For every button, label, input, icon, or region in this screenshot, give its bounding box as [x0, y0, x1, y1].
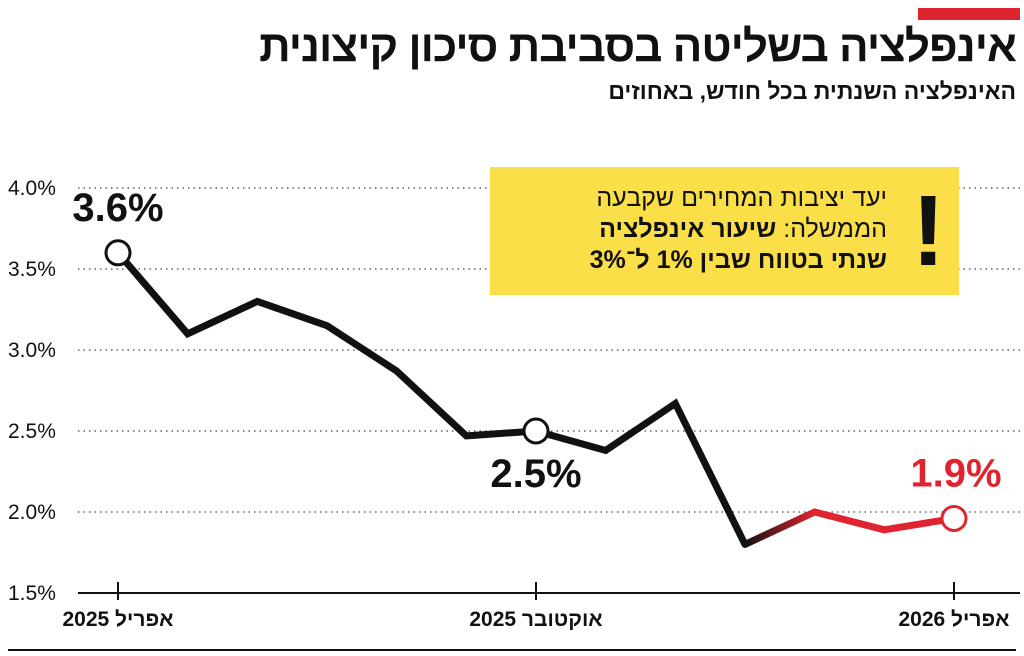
callout-line-3: שנתי בטווח שבין 1% ל־3% — [590, 245, 887, 276]
y-tick-label: 3.0% — [8, 339, 56, 362]
x-tick-label: אפריל 2026 — [898, 608, 1009, 631]
data-label: 2.5% — [490, 452, 581, 496]
callout-line-2-plain: הממשלה: — [776, 215, 887, 243]
data-label: 1.9% — [910, 451, 1001, 495]
y-tick-label: 2.5% — [8, 420, 56, 443]
y-tick-label: 2.0% — [8, 501, 56, 524]
inflation-target-callout: ! יעד יציבות המחירים שקבעה הממשלה: שיעור… — [490, 167, 959, 295]
callout-line-3-bold: שנתי בטווח שבין 1% ל־3% — [589, 246, 887, 274]
exclamation-icon: ! — [911, 175, 945, 287]
series-line-highlight-segment — [741, 508, 819, 548]
x-tick-label: אוקטובר 2025 — [469, 608, 602, 631]
chart-title: אינפלציה בשליטה בסביבת סיכון קיצונית — [259, 22, 1017, 71]
x-tick-label: אפריל 2025 — [62, 608, 173, 631]
callout-line-1: יעד יציבות המחירים שקבעה — [596, 184, 887, 212]
chart-subtitle: האינפלציה השנתית בכל חודש, באחוזים — [608, 78, 1016, 104]
data-label: 3.6% — [72, 186, 163, 230]
point-marker — [522, 417, 550, 445]
callout-text: יעד יציבות המחירים שקבעה הממשלה: שיעור א… — [590, 183, 887, 276]
y-tick-label: 3.5% — [8, 258, 56, 281]
callout-line-2-bold: שיעור אינפלציה — [599, 215, 777, 243]
accent-bar — [918, 8, 1020, 20]
callout-line-2: הממשלה: שיעור אינפלציה — [590, 214, 887, 245]
series-line-highlight-segment — [811, 508, 888, 534]
series-line-main — [115, 250, 749, 546]
y-tick-label: 4.0% — [8, 177, 56, 200]
point-marker — [104, 239, 132, 267]
y-tick-label: 1.5% — [8, 582, 56, 605]
point-marker — [940, 504, 968, 532]
